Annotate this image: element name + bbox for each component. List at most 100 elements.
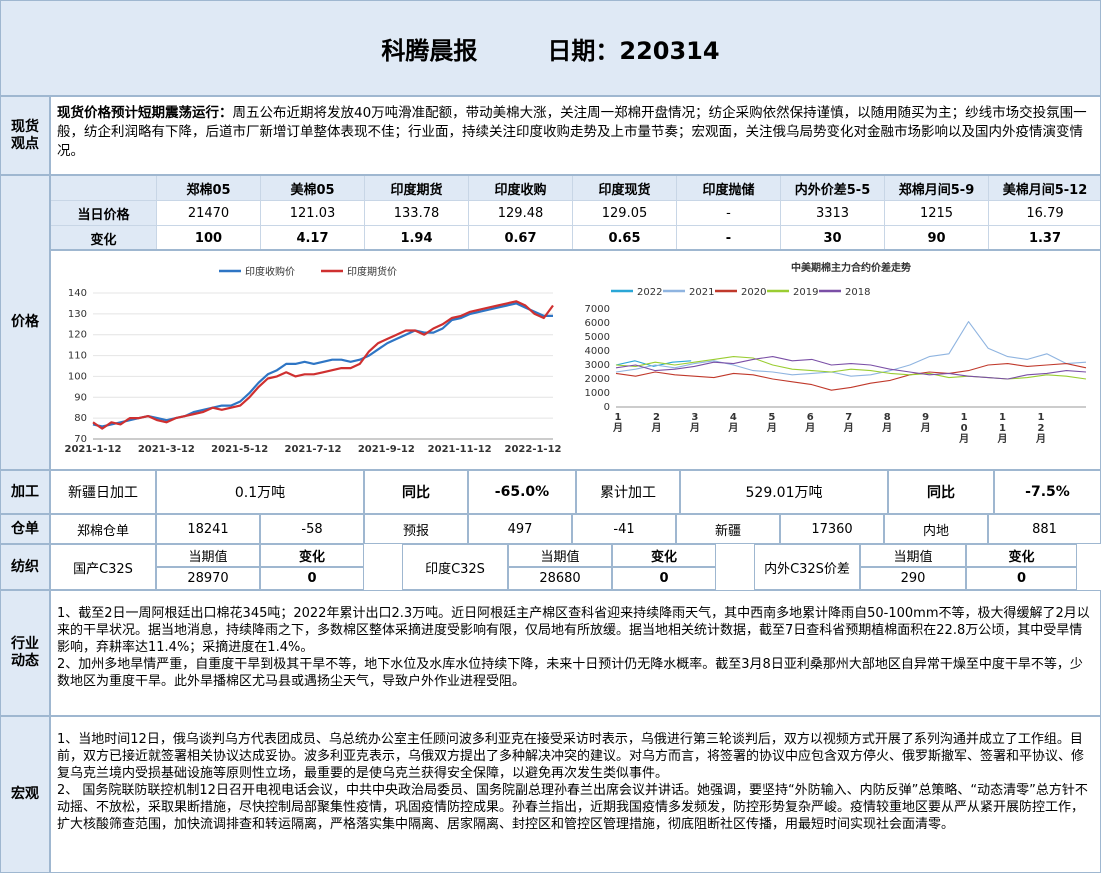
industry-section-label: 行业动态: [0, 590, 50, 716]
legend-label: 印度收购价: [245, 265, 295, 278]
y-tick-label: 7000: [585, 304, 610, 315]
report-title: 科腾晨报: [381, 36, 478, 65]
legend-label: 2021: [689, 287, 714, 298]
price-col-header: 美棉05: [261, 176, 365, 201]
price-cell: 21470: [157, 201, 261, 226]
warehouse-cell: 新疆: [676, 514, 780, 544]
x-tick-label: 2: [653, 412, 660, 423]
x-tick-label: 月: [843, 422, 854, 434]
x-tick-label: 7: [845, 412, 852, 423]
y-tick-label: 140: [68, 288, 87, 299]
x-tick-label: 2021-9-12: [358, 444, 415, 455]
warehouse-section-label: 仓单: [0, 514, 50, 544]
price-cell: 0.65: [573, 226, 677, 249]
industry-news: 1、截至2日一周阿根廷出口棉花345吨；2022年累计出口2.3万吨。近日阿根廷…: [50, 590, 1101, 716]
x-tick-label: 8: [884, 412, 891, 423]
spot-view-text: 现货价格预计短期震荡运行：周五公布近期将发放40万吨滑准配额，带动美棉大涨，关注…: [50, 96, 1101, 175]
price-cell: 0.67: [469, 226, 573, 249]
y-tick-label: 3000: [585, 360, 610, 371]
xinjiang-processing-label: 新疆日加工: [50, 470, 156, 514]
x-tick-label: 1: [1038, 412, 1045, 423]
x-tick-label: 1: [999, 412, 1006, 423]
warehouse-cell: 881: [988, 514, 1101, 544]
cumulative-processing-label: 累计加工: [576, 470, 680, 514]
x-tick-label: 1: [999, 423, 1006, 434]
spinning-current-label: 当期值: [508, 544, 612, 567]
spinning-change-label: 变化: [612, 544, 716, 567]
spot-headline: 现货价格预计短期震荡运行：: [57, 105, 233, 121]
price-cell: 129.48: [469, 201, 573, 226]
industry-news-item-1: 1、截至2日一周阿根廷出口棉花345吨；2022年累计出口2.3万吨。近日阿根廷…: [57, 606, 1090, 655]
x-tick-label: 月: [727, 422, 738, 434]
processing-section-label: 加工: [0, 470, 50, 514]
spinning-product-name: 内外C32S价差: [754, 544, 860, 590]
xinjiang-processing-value: 0.1万吨: [156, 470, 364, 514]
price-cell: 16.79: [989, 201, 1100, 226]
macro-news-item-1: 1、当地时间12日，俄乌谈判乌方代表团成员、乌总统办公室主任顾问波多利亚克在接受…: [57, 732, 1085, 781]
price-cell: 4.17: [261, 226, 365, 249]
price-table: 当日价格 变化 郑棉05 21470 100 美棉05 121.03 4.17 印度期货 133.…: [50, 175, 1101, 250]
price-cell: 121.03: [261, 201, 365, 226]
y-tick-label: 110: [68, 351, 87, 362]
spinning-section-label: 纺织: [0, 544, 50, 590]
x-tick-label: 2021-7-12: [284, 444, 341, 455]
spinning-current-label: 当期值: [860, 544, 966, 567]
price-col-header: 印度抛储: [677, 176, 781, 201]
price-col-header: 印度期货: [365, 176, 469, 201]
y-tick-label: 1000: [585, 388, 610, 399]
price-cell: 133.78: [365, 201, 469, 226]
x-tick-label: 月: [689, 422, 700, 434]
x-tick-label: 月: [650, 422, 661, 434]
x-tick-label: 月: [612, 422, 623, 434]
processing-yoy-label: 同比: [364, 470, 468, 514]
series-line-2022: [615, 360, 692, 367]
macro-news: 1、当地时间12日，俄乌谈判乌方代表团成员、乌总统办公室主任顾问波多利亚克在接受…: [50, 716, 1101, 873]
price-cell: 1.37: [989, 226, 1100, 249]
x-tick-label: 月: [997, 433, 1008, 445]
spot-section-label: 现货观点: [0, 96, 50, 175]
x-tick-label: 月: [920, 422, 931, 434]
price-cell: 100: [157, 226, 261, 249]
report-date: 日期：220314: [547, 36, 720, 65]
legend-label: 2019: [793, 287, 818, 298]
warehouse-row: 郑棉仓单 18241 -58 预报 497 -41 新疆 17360 内地 881: [50, 514, 1101, 544]
x-tick-label: 0: [961, 423, 968, 434]
y-tick-label: 5000: [585, 332, 610, 343]
spinning-current-value: 28970: [156, 567, 260, 590]
warehouse-cell: 内地: [884, 514, 988, 544]
warehouse-cell: 497: [468, 514, 572, 544]
price-col-header: 郑棉05: [157, 176, 261, 201]
price-cell: 1215: [885, 201, 989, 226]
spinning-row: 国产C32S 当期值 28970 变化 0 印度C32S 当期值 28680 变化 0 内外C32S…: [50, 544, 1101, 590]
legend-label: 2020: [741, 287, 766, 298]
series-line-2021: [615, 321, 1087, 377]
spinning-change-value: 0: [612, 567, 716, 590]
x-tick-label: 9: [922, 412, 929, 423]
charts-area: 70 80 90 100 110 120 130 140 2021-1-12 2021-3-12 2…: [50, 250, 1101, 470]
y-tick-label: 130: [68, 309, 87, 320]
cumulative-yoy-label: 同比: [888, 470, 994, 514]
x-tick-label: 月: [804, 422, 815, 434]
spot-body: 周五公布近期将发放40万吨滑准配额，带动美棉大涨，关注周一郑棉开盘情况；纺企采购…: [57, 105, 1087, 159]
price-cell: 1.94: [365, 226, 469, 249]
price-section-label: 价格: [0, 175, 50, 470]
x-tick-label: 2022-1-12: [504, 444, 561, 455]
x-tick-label: 月: [881, 422, 892, 434]
series-line-2020: [615, 363, 1087, 391]
chart-title: 中美期棉主力合约价差走势: [791, 261, 911, 274]
spinning-change-value: 0: [260, 567, 364, 590]
spinning-current-value: 290: [860, 567, 966, 590]
warehouse-cell: -41: [572, 514, 676, 544]
price-row-header: 变化: [51, 226, 157, 249]
y-tick-label: 90: [74, 392, 87, 403]
price-col-header: [51, 176, 157, 201]
price-col-header: 印度现货: [573, 176, 677, 201]
x-tick-label: 2: [1038, 423, 1045, 434]
x-tick-label: 4: [730, 412, 737, 423]
price-row-header: 当日价格: [51, 201, 157, 226]
price-cell: 3313: [781, 201, 885, 226]
warehouse-cell: 18241: [156, 514, 260, 544]
price-cell: 30: [781, 226, 885, 249]
cn-us-spread-chart: 中美期棉主力合约价差走势 0 1000 2000 3000 4000 5000 6000 700…: [585, 261, 1087, 445]
